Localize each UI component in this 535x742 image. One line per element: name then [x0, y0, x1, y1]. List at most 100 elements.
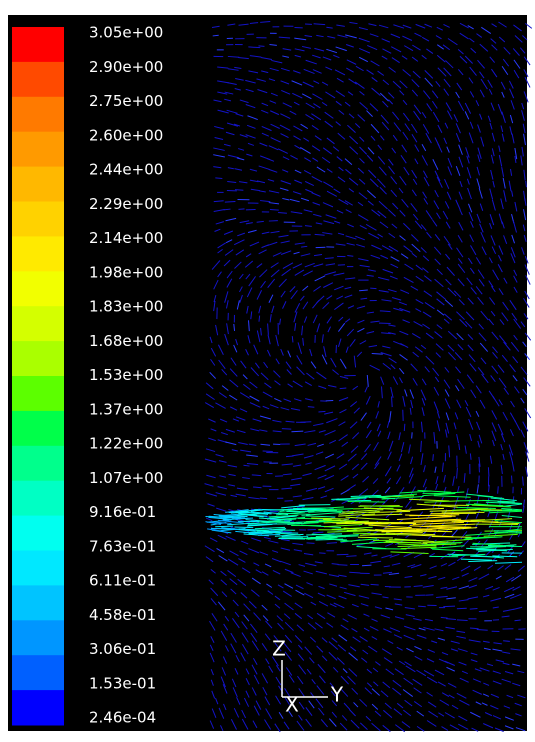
vector: [300, 146, 311, 154]
vector: [331, 637, 338, 643]
vector: [348, 709, 356, 717]
vector: [431, 90, 439, 99]
vector: [214, 125, 224, 130]
vector: [215, 177, 223, 179]
vector: [490, 235, 496, 246]
vector: [359, 289, 368, 292]
vector: [478, 434, 483, 444]
vector: [517, 670, 525, 674]
vector: [337, 644, 347, 652]
vector: [311, 192, 321, 197]
vector: [301, 93, 312, 100]
vector: [347, 223, 354, 228]
vector: [457, 49, 464, 55]
vector: [225, 131, 235, 136]
colorbar-label: 2.90e+00: [89, 58, 163, 76]
vector: [433, 200, 440, 210]
vector: [491, 148, 495, 157]
vector: [293, 549, 303, 552]
vector: [423, 198, 429, 205]
vector: [330, 690, 336, 697]
vector: [504, 725, 514, 730]
vector: [492, 439, 495, 447]
vector: [443, 137, 448, 145]
vector: [406, 647, 414, 653]
vector: [348, 113, 355, 119]
vector: [470, 659, 478, 663]
vector: [514, 386, 520, 394]
vector: [468, 203, 473, 213]
vector: [399, 354, 408, 361]
vector: [492, 351, 498, 359]
vector: [209, 644, 214, 652]
vector: [510, 247, 516, 258]
vector: [365, 715, 372, 722]
vector: [449, 724, 460, 731]
vector: [431, 640, 438, 644]
vector: [411, 56, 419, 62]
jet-vector: [322, 518, 364, 523]
jet-vector: [215, 525, 234, 528]
vector: [338, 109, 345, 115]
vector: [340, 688, 349, 697]
vector: [354, 81, 365, 89]
vector: [284, 602, 294, 611]
vector: [509, 114, 514, 124]
vector: [399, 307, 411, 313]
vector: [489, 56, 496, 63]
vector: [293, 251, 300, 255]
vector: [283, 642, 292, 653]
vector: [478, 188, 483, 199]
vector: [241, 718, 249, 730]
jet-vector: [287, 522, 319, 526]
vector: [478, 456, 481, 467]
vector: [251, 474, 262, 477]
vector: [488, 257, 493, 264]
vector: [380, 254, 389, 260]
vector: [294, 602, 303, 609]
jet-vector: [423, 541, 463, 546]
vector: [415, 275, 424, 282]
vector: [361, 657, 368, 663]
jet-vector: [266, 531, 299, 534]
jet-vector: [494, 531, 523, 534]
jet-vector: [451, 520, 499, 523]
vector: [467, 297, 474, 305]
vector: [265, 620, 273, 629]
vector: [455, 123, 461, 134]
vector: [305, 718, 312, 727]
vector: [217, 486, 228, 490]
jet-vector: [301, 515, 336, 518]
vector: [488, 88, 493, 95]
vector: [420, 421, 423, 433]
vector: [416, 710, 425, 717]
vector: [295, 584, 304, 590]
colorbar-label: 1.53e-01: [89, 674, 156, 692]
vector: [320, 495, 328, 499]
vector: [306, 668, 312, 675]
vector: [346, 555, 357, 557]
vector: [353, 355, 357, 368]
color-band: [12, 690, 64, 726]
vector: [386, 477, 392, 484]
vector: [213, 300, 216, 312]
vector: [224, 615, 230, 622]
vector: [225, 217, 237, 222]
vector: [280, 180, 292, 185]
vector: [294, 635, 303, 643]
vector: [292, 495, 302, 498]
vector: [342, 618, 349, 623]
vector: [239, 220, 250, 224]
vector: [327, 612, 336, 618]
vector: [345, 235, 357, 240]
vector: [318, 429, 326, 433]
vector: [370, 583, 379, 586]
vector-field: [204, 20, 533, 733]
jet-vector: [491, 545, 523, 548]
vector: [305, 398, 313, 401]
vector: [305, 462, 312, 465]
vector: [284, 697, 290, 705]
vector: [489, 297, 496, 305]
vector: [377, 178, 386, 188]
vector: [411, 332, 421, 339]
